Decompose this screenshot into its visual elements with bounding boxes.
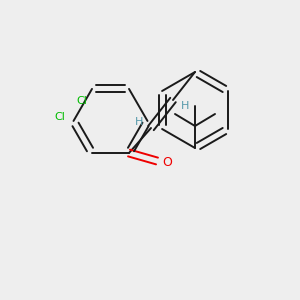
Text: Cl: Cl	[54, 112, 65, 122]
Text: O: O	[162, 155, 172, 169]
Text: H: H	[181, 101, 189, 111]
Text: H: H	[135, 117, 143, 127]
Text: Cl: Cl	[76, 96, 87, 106]
